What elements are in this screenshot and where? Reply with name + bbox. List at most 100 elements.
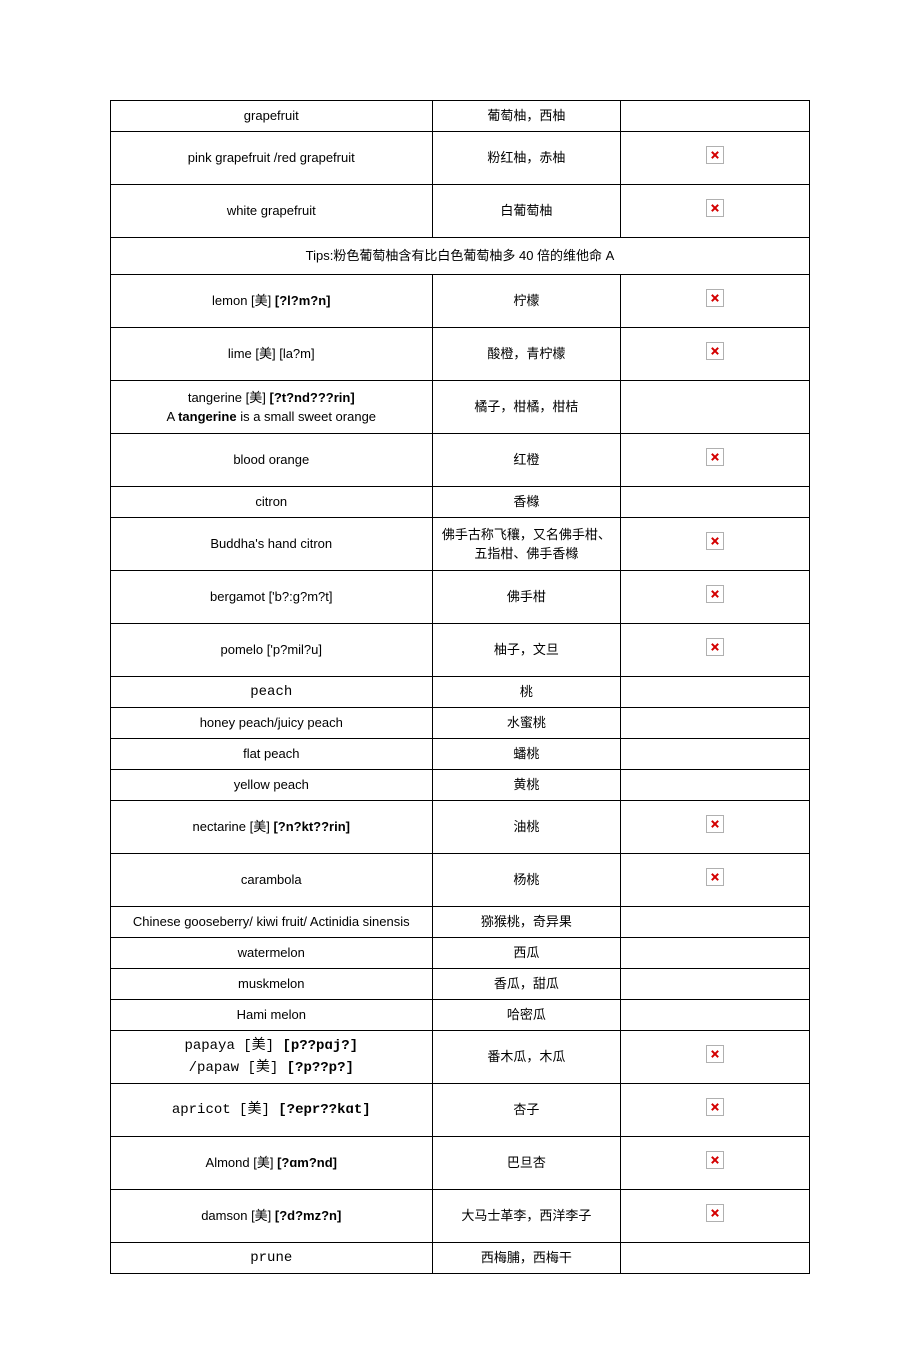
chinese-cell: 柚子，文旦 — [432, 624, 621, 677]
image-cell — [621, 739, 810, 770]
image-cell — [621, 1137, 810, 1190]
image-cell — [621, 854, 810, 907]
broken-image-icon — [706, 815, 724, 833]
table-row: watermelon西瓜 — [111, 938, 810, 969]
table-body: grapefruit葡萄柚，西柚pink grapefruit /red gra… — [111, 101, 810, 1274]
image-cell — [621, 1031, 810, 1084]
image-cell — [621, 1243, 810, 1274]
broken-image-icon — [706, 1098, 724, 1116]
table-row: blood orange红橙 — [111, 434, 810, 487]
chinese-cell: 橘子，柑橘，柑桔 — [432, 381, 621, 434]
english-cell: white grapefruit — [111, 185, 433, 238]
broken-image-icon — [706, 342, 724, 360]
english-cell: tangerine [美] [?t?nd???rin]A tangerine i… — [111, 381, 433, 434]
chinese-cell: 香瓜，甜瓜 — [432, 969, 621, 1000]
image-cell — [621, 1190, 810, 1243]
image-cell — [621, 571, 810, 624]
english-cell: prune — [111, 1243, 433, 1274]
table-row: Hami melon哈密瓜 — [111, 1000, 810, 1031]
english-cell: damson [美] [?d?mz?n] — [111, 1190, 433, 1243]
image-cell — [621, 770, 810, 801]
image-cell — [621, 132, 810, 185]
broken-image-icon — [706, 868, 724, 886]
chinese-cell: 猕猴桃，奇异果 — [432, 907, 621, 938]
image-cell — [621, 1084, 810, 1137]
table-row: tangerine [美] [?t?nd???rin]A tangerine i… — [111, 381, 810, 434]
table-row: nectarine [美] [?n?kt??rin]油桃 — [111, 801, 810, 854]
table-row: Almond [美] [?ɑm?nd]巴旦杏 — [111, 1137, 810, 1190]
chinese-cell: 蟠桃 — [432, 739, 621, 770]
broken-image-icon — [706, 1045, 724, 1063]
english-cell: apricot [美] [?epr??kɑt] — [111, 1084, 433, 1137]
english-cell: Buddha's hand citron — [111, 518, 433, 571]
table-row: Tips:粉色葡萄柚含有比白色葡萄柚多 40 倍的维他命 A — [111, 238, 810, 275]
image-cell — [621, 938, 810, 969]
broken-image-icon — [706, 532, 724, 550]
broken-image-icon — [706, 638, 724, 656]
chinese-cell: 佛手柑 — [432, 571, 621, 624]
english-cell: nectarine [美] [?n?kt??rin] — [111, 801, 433, 854]
table-row: muskmelon香瓜，甜瓜 — [111, 969, 810, 1000]
table-row: bergamot ['b?:g?m?t]佛手柑 — [111, 571, 810, 624]
broken-image-icon — [706, 448, 724, 466]
english-cell: honey peach/juicy peach — [111, 708, 433, 739]
broken-image-icon — [706, 1204, 724, 1222]
image-cell — [621, 275, 810, 328]
image-cell — [621, 381, 810, 434]
english-cell: lemon [美] [?l?m?n] — [111, 275, 433, 328]
broken-image-icon — [706, 585, 724, 603]
table-row: papaya [美] [p??pɑj?]/papaw [美] [?p??p?]番… — [111, 1031, 810, 1084]
english-cell: Hami melon — [111, 1000, 433, 1031]
image-cell — [621, 1000, 810, 1031]
table-row: flat peach蟠桃 — [111, 739, 810, 770]
table-row: honey peach/juicy peach水蜜桃 — [111, 708, 810, 739]
chinese-cell: 柠檬 — [432, 275, 621, 328]
english-cell: Chinese gooseberry/ kiwi fruit/ Actinidi… — [111, 907, 433, 938]
english-cell: grapefruit — [111, 101, 433, 132]
chinese-cell: 西梅脯，西梅干 — [432, 1243, 621, 1274]
table-row: Chinese gooseberry/ kiwi fruit/ Actinidi… — [111, 907, 810, 938]
table-row: pink grapefruit /red grapefruit粉红柚，赤柚 — [111, 132, 810, 185]
chinese-cell: 葡萄柚，西柚 — [432, 101, 621, 132]
table-row: white grapefruit白葡萄柚 — [111, 185, 810, 238]
image-cell — [621, 434, 810, 487]
image-cell — [621, 101, 810, 132]
image-cell — [621, 487, 810, 518]
table-row: lemon [美] [?l?m?n]柠檬 — [111, 275, 810, 328]
image-cell — [621, 185, 810, 238]
image-cell — [621, 801, 810, 854]
table-row: peach桃 — [111, 677, 810, 708]
table-row: pomelo ['p?mil?u]柚子，文旦 — [111, 624, 810, 677]
tips-cell: Tips:粉色葡萄柚含有比白色葡萄柚多 40 倍的维他命 A — [111, 238, 810, 275]
document-page: grapefruit葡萄柚，西柚pink grapefruit /red gra… — [0, 0, 920, 1354]
chinese-cell: 香橼 — [432, 487, 621, 518]
chinese-cell: 西瓜 — [432, 938, 621, 969]
chinese-cell: 哈密瓜 — [432, 1000, 621, 1031]
table-row: lime [美] [la?m]酸橙，青柠檬 — [111, 328, 810, 381]
table-row: Buddha's hand citron佛手古称飞穰，又名佛手柑、五指柑、佛手香… — [111, 518, 810, 571]
chinese-cell: 酸橙，青柠檬 — [432, 328, 621, 381]
image-cell — [621, 518, 810, 571]
english-cell: citron — [111, 487, 433, 518]
chinese-cell: 红橙 — [432, 434, 621, 487]
image-cell — [621, 708, 810, 739]
table-row: grapefruit葡萄柚，西柚 — [111, 101, 810, 132]
chinese-cell: 水蜜桃 — [432, 708, 621, 739]
table-row: prune西梅脯，西梅干 — [111, 1243, 810, 1274]
table-row: carambola杨桃 — [111, 854, 810, 907]
chinese-cell: 番木瓜，木瓜 — [432, 1031, 621, 1084]
english-cell: pink grapefruit /red grapefruit — [111, 132, 433, 185]
english-cell: muskmelon — [111, 969, 433, 1000]
image-cell — [621, 907, 810, 938]
english-cell: watermelon — [111, 938, 433, 969]
english-cell: blood orange — [111, 434, 433, 487]
broken-image-icon — [706, 199, 724, 217]
english-cell: flat peach — [111, 739, 433, 770]
english-cell: papaya [美] [p??pɑj?]/papaw [美] [?p??p?] — [111, 1031, 433, 1084]
table-row: yellow peach黄桃 — [111, 770, 810, 801]
english-cell: peach — [111, 677, 433, 708]
image-cell — [621, 624, 810, 677]
table-row: apricot [美] [?epr??kɑt]杏子 — [111, 1084, 810, 1137]
broken-image-icon — [706, 1151, 724, 1169]
english-cell: bergamot ['b?:g?m?t] — [111, 571, 433, 624]
